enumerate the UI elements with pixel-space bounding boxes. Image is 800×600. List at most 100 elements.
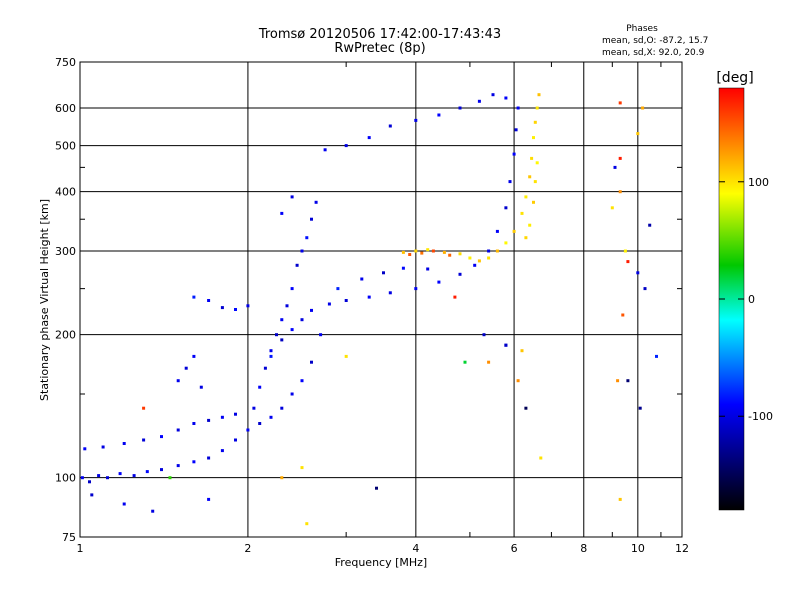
data-point-X [533, 120, 537, 124]
data-point-O [336, 287, 340, 291]
data-point-O [269, 354, 273, 358]
data-point-noise [610, 206, 614, 210]
data-point-O [290, 392, 294, 396]
data-point-O [90, 493, 94, 497]
data-point-O [401, 266, 405, 270]
data-point-X [528, 175, 532, 179]
data-point-noise [453, 295, 457, 299]
data-point-O [414, 287, 418, 291]
data-point-noise [636, 271, 640, 275]
data-point-O [142, 438, 146, 442]
colorbar-tick-label: 0 [748, 293, 755, 306]
y-tick-label: 200 [55, 329, 76, 342]
data-point-O [275, 333, 278, 337]
data-point-O [487, 249, 491, 253]
data-point-X [408, 253, 412, 256]
data-point-O [319, 333, 323, 337]
data-point-O [192, 354, 196, 358]
data-point-O [512, 152, 516, 156]
data-point-O [495, 229, 499, 233]
data-point-noise [463, 360, 467, 364]
data-point-O [160, 435, 163, 439]
data-point-noise [300, 466, 304, 470]
data-point-O [83, 447, 87, 451]
data-point-X [524, 195, 528, 199]
data-point-O [482, 333, 486, 337]
x-axis-label: Frequency [MHz] [335, 556, 427, 569]
grid-lines [80, 62, 682, 537]
data-point-O [344, 299, 348, 302]
data-point-noise [613, 165, 617, 169]
x-tick-label: 10 [631, 542, 645, 555]
data-point-O [382, 271, 385, 275]
colorbar-label: [deg] [716, 70, 753, 86]
x-tick-label: 1 [77, 542, 84, 555]
data-point-O [437, 113, 441, 117]
y-tick-label: 400 [55, 186, 76, 199]
data-point-noise [655, 354, 658, 358]
data-point-O [344, 144, 348, 148]
data-point-noise [524, 406, 528, 410]
data-point-O [97, 474, 101, 478]
data-point-O [220, 415, 224, 419]
data-point-X [468, 256, 472, 260]
data-points [80, 93, 658, 526]
y-tick-label: 750 [55, 56, 76, 69]
data-point-noise [618, 190, 622, 194]
data-point-X [618, 497, 622, 501]
data-point-O [151, 509, 155, 513]
data-point-O [295, 263, 299, 267]
data-point-O [145, 470, 149, 474]
data-point-X [401, 250, 405, 254]
data-point-X [448, 253, 452, 257]
data-point-O [234, 308, 237, 311]
data-point-X [431, 249, 435, 253]
data-point-O [258, 422, 262, 425]
phase-stats-heading: Phases [626, 24, 658, 34]
data-point-O [192, 422, 196, 425]
data-point-X [535, 106, 539, 110]
data-point-O [388, 291, 392, 295]
data-point-O [192, 295, 196, 299]
data-point-X [539, 456, 543, 460]
data-point-X [414, 249, 418, 253]
y-tick-label: 75 [62, 531, 76, 544]
data-point-O [80, 476, 84, 480]
data-point-noise [280, 476, 284, 480]
data-point-O [176, 464, 180, 468]
data-point-X [487, 256, 491, 260]
data-point-noise [618, 156, 622, 160]
data-point-O [280, 406, 284, 410]
data-point-O [184, 366, 188, 370]
phase-stats-x: mean, sd,X: 92.0, 20.9 [602, 48, 705, 58]
data-point-O [310, 217, 313, 221]
data-point-X [616, 379, 620, 383]
data-point-X [532, 136, 535, 140]
data-point-O [300, 379, 304, 383]
x-tick-label: 2 [244, 542, 251, 555]
y-tick-label: 500 [55, 140, 76, 153]
data-point-O [458, 106, 462, 110]
data-point-O [234, 412, 237, 416]
data-point-noise [636, 132, 640, 136]
y-tick-label: 600 [55, 102, 76, 115]
data-point-noise [638, 406, 642, 410]
colorbar-ticks: 100 0 -100 [719, 176, 773, 423]
data-point-X [512, 229, 516, 233]
data-point-X [520, 211, 524, 215]
data-point-O [285, 304, 289, 308]
data-point-O [220, 449, 224, 453]
data-point-O [305, 236, 309, 240]
data-point-noise [643, 287, 647, 291]
data-point-X [623, 249, 627, 253]
data-point-X [495, 249, 499, 253]
data-point-O [491, 93, 495, 97]
data-point-O [426, 267, 430, 271]
colorbar-tick-label: -100 [748, 410, 773, 423]
data-point-O [207, 456, 211, 460]
data-point-O [192, 460, 196, 464]
data-point-O [514, 128, 518, 132]
data-point-O [88, 480, 91, 484]
data-point-noise [648, 223, 652, 227]
